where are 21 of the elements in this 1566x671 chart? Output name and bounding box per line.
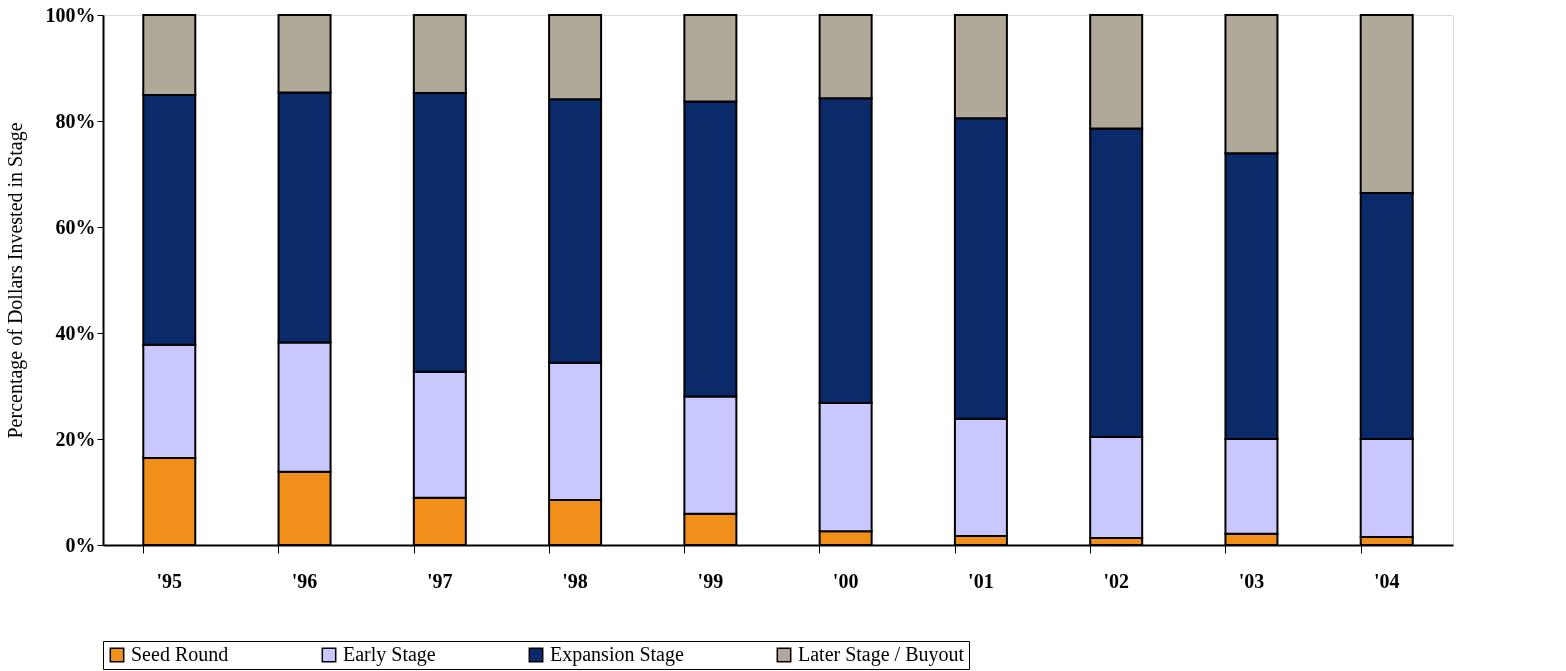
legend-label: Early Stage xyxy=(343,643,436,666)
y-tick-label: 0% xyxy=(65,533,96,556)
y-axis-title: Percentage of Dollars Invested in Stage xyxy=(3,122,27,439)
x-tick-label: '96 xyxy=(291,569,318,592)
y-tick-label: 60% xyxy=(55,215,96,238)
x-tick-label: '04 xyxy=(1373,569,1400,592)
x-tick-label: '95 xyxy=(156,569,183,592)
y-tick-label: 40% xyxy=(55,321,96,344)
y-tick-label: 100% xyxy=(45,3,96,26)
x-tick-label: '99 xyxy=(697,569,724,592)
y-tick-label: 80% xyxy=(55,109,96,132)
x-tick-label: '03 xyxy=(1238,569,1265,592)
x-tick-label: '02 xyxy=(1103,569,1129,592)
x-tick-label: '01 xyxy=(968,569,994,592)
legend-label: Expansion Stage xyxy=(550,643,684,666)
x-tick-label: '00 xyxy=(832,569,859,592)
legend-label: Seed Round xyxy=(131,643,229,665)
legend-label: Later Stage / Buyout xyxy=(798,643,965,666)
x-tick-label: '97 xyxy=(427,569,453,592)
y-tick-label: 20% xyxy=(55,427,96,450)
x-tick-label: '98 xyxy=(562,569,588,592)
